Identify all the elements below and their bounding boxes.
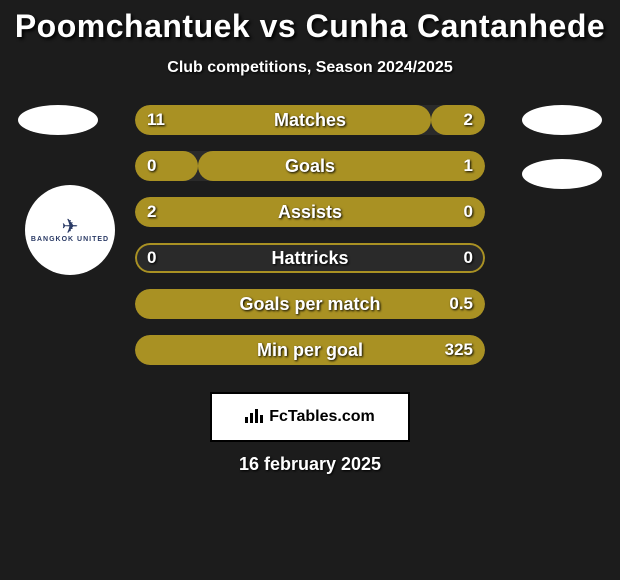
source-text: FcTables.com bbox=[269, 408, 375, 426]
stat-value-right: 325 bbox=[445, 340, 473, 360]
stat-row: 0Hattricks0 bbox=[135, 243, 485, 273]
club-logo-text: BANGKOK UNITED bbox=[31, 236, 109, 243]
snapshot-date: 16 february 2025 bbox=[0, 454, 620, 475]
chart-icon bbox=[245, 407, 265, 428]
stat-bars-container: 11Matches20Goals12Assists00Hattricks0Goa… bbox=[135, 105, 485, 381]
club-logo: ✈ BANGKOK UNITED bbox=[25, 185, 115, 275]
stat-row: 11Matches2 bbox=[135, 105, 485, 135]
stat-label: Min per goal bbox=[135, 340, 485, 361]
stat-label: Matches bbox=[135, 110, 485, 131]
stat-label: Hattricks bbox=[135, 248, 485, 269]
stat-label: Goals bbox=[135, 156, 485, 177]
player-right-badge-1 bbox=[522, 105, 602, 135]
stat-value-right: 0.5 bbox=[449, 294, 473, 314]
player-left-badge bbox=[18, 105, 98, 135]
stat-row: 2Assists0 bbox=[135, 197, 485, 227]
stat-label: Goals per match bbox=[135, 294, 485, 315]
stat-row: 0Goals1 bbox=[135, 151, 485, 181]
stat-value-right: 0 bbox=[464, 202, 473, 222]
comparison-title: Poomchantuek vs Cunha Cantanhede bbox=[0, 0, 620, 45]
stat-row: Min per goal325 bbox=[135, 335, 485, 365]
stat-label: Assists bbox=[135, 202, 485, 223]
stat-row: Goals per match0.5 bbox=[135, 289, 485, 319]
source-banner: FcTables.com bbox=[210, 392, 410, 442]
player-right-badge-2 bbox=[522, 159, 602, 189]
season-subtitle: Club competitions, Season 2024/2025 bbox=[0, 59, 620, 77]
stat-value-right: 2 bbox=[464, 110, 473, 130]
stat-value-right: 1 bbox=[464, 156, 473, 176]
wings-icon: ✈ bbox=[62, 218, 79, 236]
stat-value-right: 0 bbox=[464, 248, 473, 268]
